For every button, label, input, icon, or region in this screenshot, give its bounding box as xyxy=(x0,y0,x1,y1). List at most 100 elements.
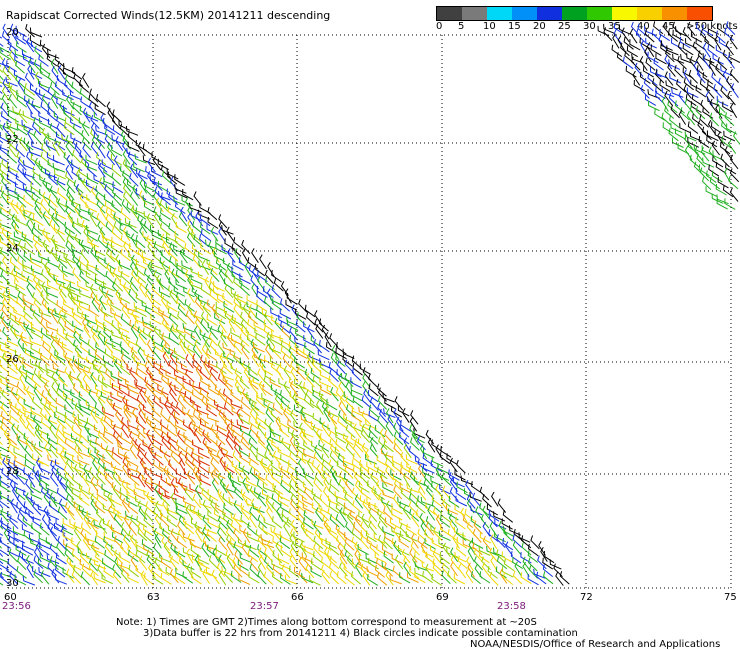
wind-barb xyxy=(530,535,540,550)
wind-barb xyxy=(41,298,51,313)
wind-barb xyxy=(188,421,196,437)
wind-barb xyxy=(440,445,452,458)
wind-barb xyxy=(241,239,251,255)
wind-barb xyxy=(126,405,138,417)
wind-barb xyxy=(302,430,313,444)
wind-barb xyxy=(120,562,130,577)
wind-barb xyxy=(15,60,25,74)
wind-barb xyxy=(77,307,90,318)
wind-barb xyxy=(37,558,49,570)
wind-barb xyxy=(368,410,380,423)
wind-barb xyxy=(240,404,251,418)
wind-barb xyxy=(86,510,99,522)
wind-barb xyxy=(344,550,355,564)
wind-barb xyxy=(259,254,267,270)
wind-barb xyxy=(158,488,170,500)
wind-barb xyxy=(651,28,662,42)
wind-barb xyxy=(194,325,202,341)
wind-barb xyxy=(98,143,106,159)
wind-barb xyxy=(697,120,707,135)
wind-barb xyxy=(298,380,307,396)
wind-barb xyxy=(73,416,82,431)
wind-barb xyxy=(408,493,419,507)
wind-barb xyxy=(65,486,75,501)
wind-barb xyxy=(35,282,44,297)
wind-barb xyxy=(16,89,28,102)
wind-barb xyxy=(425,516,436,530)
wind-barb xyxy=(34,359,44,374)
wind-barb xyxy=(18,204,27,220)
wind-barb xyxy=(86,173,99,185)
wind-barb xyxy=(113,359,123,374)
wind-barb xyxy=(503,527,513,542)
legend-swatch xyxy=(537,7,562,20)
wind-barb xyxy=(343,563,354,577)
wind-barb xyxy=(389,574,402,585)
wind-barb xyxy=(80,239,90,255)
wind-barb xyxy=(679,122,691,134)
wind-barb xyxy=(54,559,66,572)
wind-barb xyxy=(18,109,28,124)
wind-barb xyxy=(34,382,43,397)
wind-barb xyxy=(112,402,122,417)
wind-barb xyxy=(368,431,379,445)
wind-barb xyxy=(2,297,10,313)
wind-barb xyxy=(344,502,356,514)
wind-barb xyxy=(222,411,234,424)
wind-barb xyxy=(27,58,36,74)
wind-barb xyxy=(431,456,444,467)
wind-barb xyxy=(324,332,332,348)
wind-barb xyxy=(0,261,10,275)
wind-barb xyxy=(143,572,155,586)
wind-barb xyxy=(309,575,321,586)
wind-barb xyxy=(711,170,723,183)
wind-barb xyxy=(289,547,298,563)
wind-barb xyxy=(73,180,84,194)
wind-barb xyxy=(17,396,27,411)
wind-barb xyxy=(198,425,210,438)
wind-barb xyxy=(78,400,91,411)
wind-barb xyxy=(301,453,314,465)
wind-barb xyxy=(229,474,242,486)
wind-barb xyxy=(157,384,169,396)
wind-barb xyxy=(234,367,244,382)
wind-barb xyxy=(110,209,122,221)
wind-barb xyxy=(69,195,81,206)
wind-barb xyxy=(257,368,266,383)
wind-barb xyxy=(405,530,418,542)
wind-barb xyxy=(215,243,227,255)
wind-barb xyxy=(411,512,420,528)
wind-barb xyxy=(146,353,155,369)
wind-barb xyxy=(329,443,339,458)
wind-barb xyxy=(231,334,243,346)
wind-barb xyxy=(147,241,156,257)
wind-barb xyxy=(17,513,28,527)
wind-barb xyxy=(205,357,218,368)
wind-barb xyxy=(0,102,10,117)
wind-barb xyxy=(248,303,257,319)
wind-barb xyxy=(215,420,227,432)
wind-barb xyxy=(109,335,122,347)
wind-barb xyxy=(72,296,82,311)
wind-barb xyxy=(64,117,76,130)
wind-barb xyxy=(128,251,140,263)
wind-barb xyxy=(127,549,139,563)
wind-barb xyxy=(264,311,273,326)
wind-barb xyxy=(49,81,60,96)
wind-barb xyxy=(716,95,729,107)
wind-barb xyxy=(472,528,482,543)
wind-barb xyxy=(38,348,50,361)
wind-barb xyxy=(312,355,324,367)
wind-barb xyxy=(512,557,524,570)
wind-barb xyxy=(178,332,186,348)
wind-barb xyxy=(177,394,187,410)
wind-barb xyxy=(460,507,468,523)
wind-barb xyxy=(14,49,27,59)
wind-barb xyxy=(102,355,114,368)
wind-barb xyxy=(645,57,656,71)
wind-barb xyxy=(277,446,290,458)
wind-barb xyxy=(23,306,34,320)
wind-barb xyxy=(85,201,98,213)
wind-barb xyxy=(473,520,483,535)
wind-barb xyxy=(86,264,98,276)
